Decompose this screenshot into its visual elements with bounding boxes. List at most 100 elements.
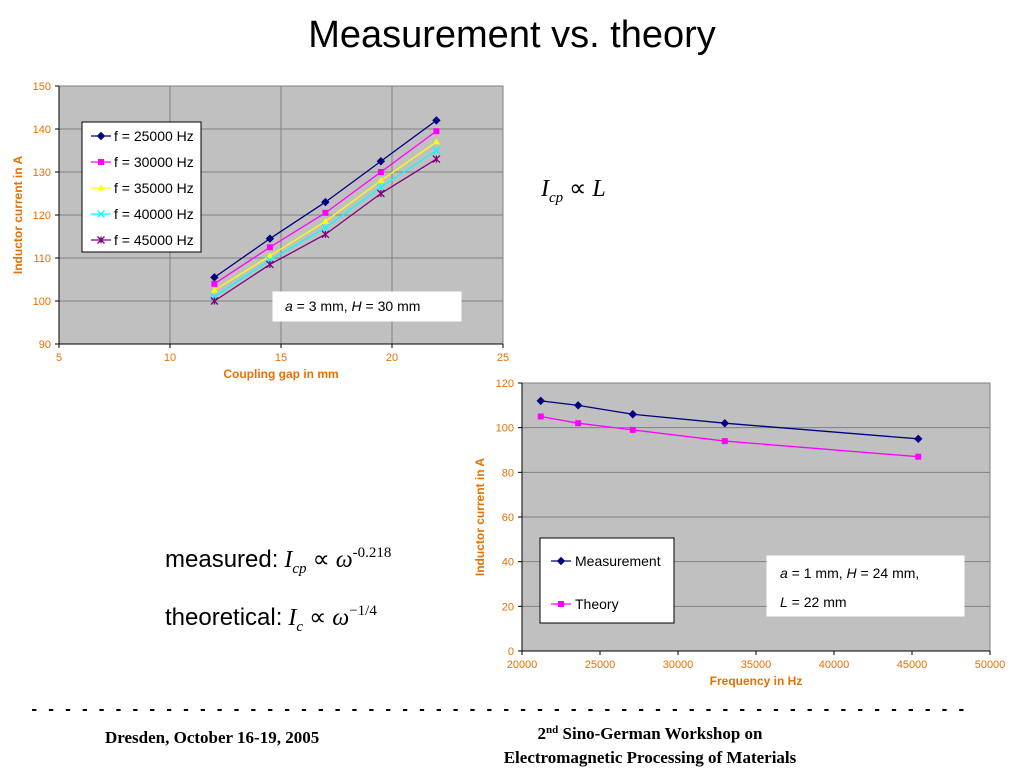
data-point-f-40000-hz-2-shape — [321, 223, 330, 232]
data-point-f-30000-hz-2 — [322, 209, 329, 216]
y-tick-label: 80 — [502, 467, 514, 479]
data-point-theory-4-shape — [915, 453, 922, 460]
annotation-line2: L = 22 mm — [780, 594, 847, 610]
data-point-f-35000-hz-0-shape — [210, 286, 218, 293]
data-point-theory-3 — [721, 438, 728, 445]
data-point-measurement-3 — [720, 418, 730, 428]
data-point-measurement-0 — [536, 396, 545, 406]
legend-label-theory: Theory — [575, 596, 619, 612]
annotation-line2-part-0: L — [780, 594, 788, 610]
x-tick-label: 10 — [164, 352, 176, 364]
legend-marker-measurement-shape — [556, 556, 566, 566]
legend-marker-f-45000-hz-shape — [97, 236, 105, 244]
y-tick-label: 110 — [33, 253, 51, 265]
legend-label-measurement: Measurement — [575, 553, 661, 569]
data-point-f-25000-hz-4-shape — [432, 116, 441, 125]
annotation-part-2: H — [352, 298, 363, 314]
data-point-f-30000-hz-0-shape — [211, 280, 218, 287]
legend-marker-f-45000-hz — [97, 236, 105, 244]
data-point-f-30000-hz-1 — [266, 244, 273, 251]
data-point-f-30000-hz-2-shape — [322, 209, 329, 216]
data-point-f-45000-hz-3 — [376, 189, 385, 198]
data-point-f-45000-hz-3-shape — [376, 189, 385, 198]
x-tick-label: 25000 — [585, 659, 616, 671]
annotation-line1-part-0: a — [780, 565, 788, 581]
footer-event-title: 2nd Sino-German Workshop on Electromagne… — [420, 718, 880, 770]
formula-measured-sub: cp — [292, 561, 307, 577]
data-point-theory-0 — [537, 413, 544, 420]
data-point-theory-2-shape — [629, 426, 636, 433]
formula-theoretical-exp: −1/4 — [349, 603, 377, 619]
legend-marker-f-30000-hz — [98, 159, 104, 165]
legend-marker-theory-shape — [558, 601, 564, 607]
y-tick-label: 150 — [33, 81, 51, 93]
formula-theoretical: theoretical: Ic ∝ ω−1/4 — [165, 603, 377, 636]
y-tick-label: 100 — [33, 296, 51, 308]
y-tick-label: 130 — [33, 167, 51, 179]
footer-event-line1: Sino-German Workshop on — [558, 724, 763, 743]
formula-theoretical-rhs: ω — [332, 605, 350, 631]
data-point-f-45000-hz-4-shape — [432, 155, 441, 164]
x-tick-label: 15 — [275, 352, 287, 364]
data-point-f-40000-hz-3 — [376, 183, 385, 192]
formula-measured-lhs: I — [284, 547, 293, 573]
formula-theoretical-lhs: I — [288, 605, 297, 631]
data-point-f-25000-hz-2-shape — [321, 197, 330, 207]
data-point-measurement-0-shape — [536, 396, 545, 406]
legend-label-f-40000-hz: f = 40000 Hz — [114, 206, 194, 222]
data-point-f-30000-hz-0 — [211, 280, 218, 287]
data-point-f-25000-hz-3-shape — [376, 157, 386, 166]
legend-marker-measurement — [556, 556, 566, 566]
data-point-measurement-4 — [914, 434, 923, 444]
y-tick-label: 120 — [496, 378, 514, 390]
data-point-f-35000-hz-4 — [432, 138, 440, 145]
data-point-f-35000-hz-1 — [266, 252, 274, 259]
x-tick-label: 25 — [497, 352, 509, 364]
data-point-measurement-1 — [573, 401, 583, 410]
parameters-annotation: a = 3 mm, H = 30 mm — [272, 291, 462, 322]
y-tick-label: 100 — [496, 423, 514, 435]
data-point-f-35000-hz-2-shape — [321, 217, 329, 224]
legend-marker-f-25000-hz — [96, 131, 106, 141]
slide-title: Measurement vs. theory — [308, 14, 716, 56]
data-point-f-40000-hz-2 — [321, 223, 330, 232]
footer-event-line2: Electromagnetic Processing of Materials — [503, 748, 797, 767]
legend: f = 25000 Hz f = 30000 Hz f = 35000 Hz f = … — [81, 121, 202, 253]
data-point-measurement-3-shape — [720, 418, 730, 428]
data-point-f-40000-hz-3-shape — [376, 183, 385, 192]
legend-marker-f-40000-hz — [97, 210, 105, 218]
data-point-f-40000-hz-4-shape — [432, 146, 441, 155]
data-point-f-40000-hz-4 — [432, 146, 441, 155]
legend: Measurement Theory — [539, 537, 675, 624]
data-point-measurement-2 — [628, 410, 637, 419]
annotation-text: a = 3 mm, H = 30 mm — [285, 298, 420, 314]
x-tick-label: 5 — [56, 352, 62, 364]
x-axis-title: Coupling gap in mm — [223, 367, 338, 381]
data-point-f-30000-hz-1-shape — [266, 244, 273, 251]
y-axis-title: Inductor current in A — [473, 458, 487, 577]
annotation-part-3: = 30 mm — [362, 298, 421, 314]
legend-label-f-30000-hz: f = 30000 Hz — [114, 154, 194, 170]
annotation-line1-part-1: = 1 mm, — [788, 565, 847, 581]
footer-event-num: 2 — [537, 724, 547, 743]
data-point-f-45000-hz-0 — [210, 297, 219, 305]
data-point-f-30000-hz-4-shape — [433, 128, 440, 135]
parameters-annotation: a = 1 mm, H = 24 mm, L = 22 mm — [766, 555, 965, 617]
formula-top-sub: cp — [549, 190, 564, 206]
legend-marker-f-30000-hz-shape — [98, 159, 104, 165]
legend-marker-f-35000-hz — [97, 184, 105, 191]
annotation-box — [766, 555, 965, 617]
y-tick-label: 40 — [502, 557, 514, 569]
annotation-line2-part-1: = 22 mm — [788, 594, 847, 610]
footer-date-location: Dresden, October 16-19, 2005 — [105, 728, 320, 747]
legend-marker-f-25000-hz-shape — [96, 131, 106, 141]
x-axis-title: Frequency in Hz — [710, 674, 803, 688]
legend-box — [539, 537, 675, 624]
data-point-measurement-1-shape — [573, 401, 583, 410]
x-tick-label: 20000 — [507, 659, 538, 671]
data-point-f-45000-hz-4 — [432, 155, 441, 164]
data-point-theory-2 — [629, 426, 636, 433]
data-point-f-35000-hz-1-shape — [266, 252, 274, 259]
